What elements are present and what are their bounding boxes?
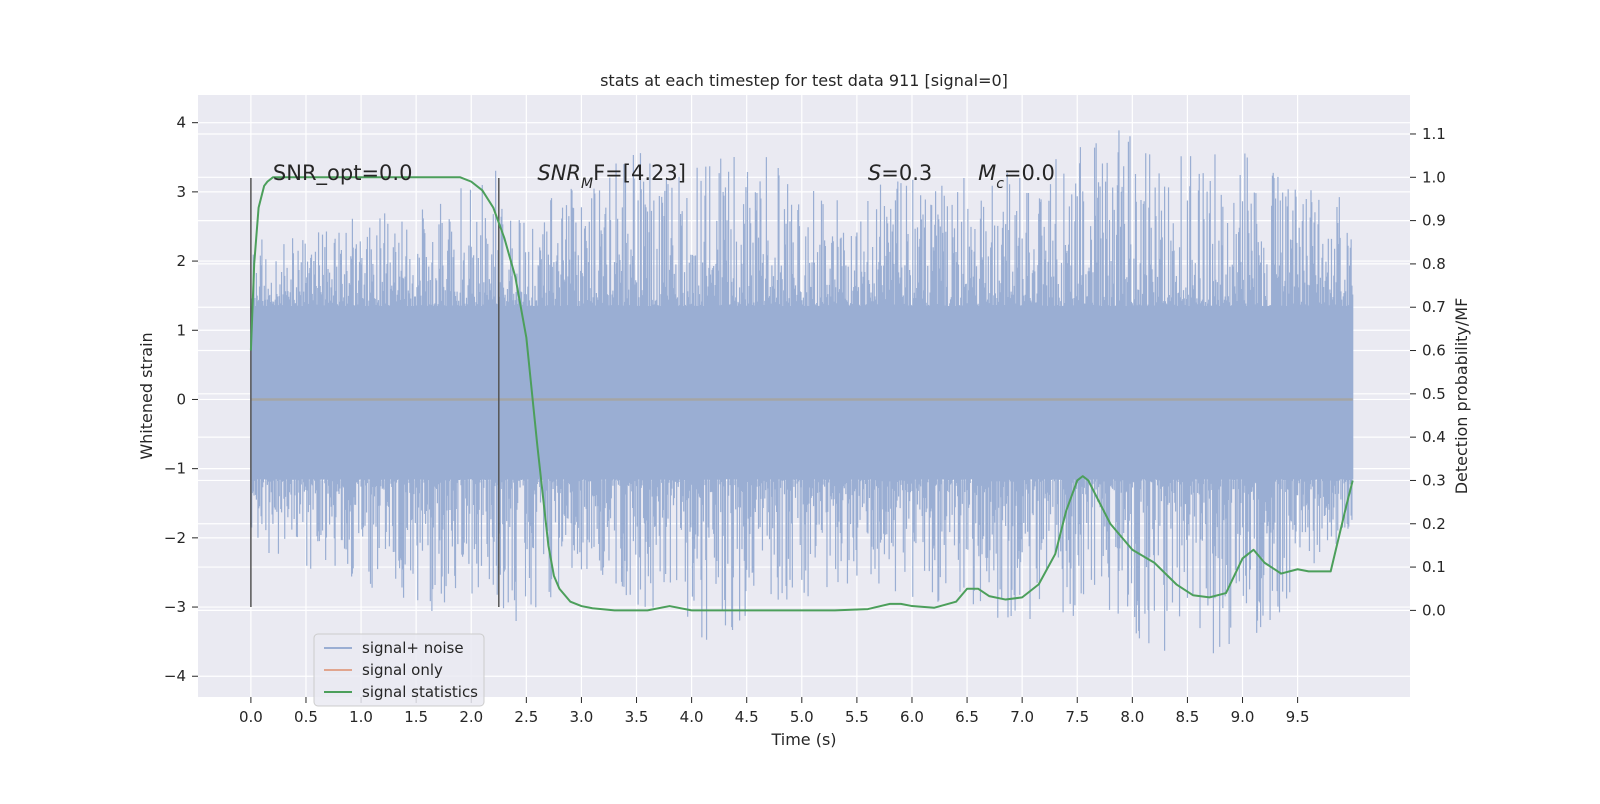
y-left-tick-label: 4 [176,114,186,132]
annotation-italic: SNR [537,161,581,185]
x-tick-label: 1.5 [404,708,428,726]
y-left-tick-label: 1 [176,321,186,339]
annotation-text: SNR_opt=0.0 [273,161,413,186]
y-left-tick-label: −3 [164,598,186,616]
y-right-tick-label: 0.6 [1422,342,1446,360]
signal-noise-series [250,130,1354,654]
annotation-italic: M [978,161,996,185]
x-tick-label: 7.5 [1065,708,1089,726]
y-right-axis-ticks: 0.0 0.1 0.2 0.3 0.4 0.5 0.6 0.7 0.8 0.9 1.0 1.1 [1410,125,1446,619]
x-tick-label: 4.5 [735,708,759,726]
x-tick-label: 3.0 [570,708,594,726]
annotation-text: SNRMF=[4.23] [537,161,686,192]
annotation-text: Mc=0.0 [978,161,1055,192]
x-tick-label: 6.0 [900,708,924,726]
x-tick-label: 2.0 [459,708,483,726]
x-tick-label: 4.0 [680,708,704,726]
annotation-text: S=0.3 [868,161,932,185]
y-right-axis-label: Detection probability/MF [1452,298,1471,495]
y-left-tick-label: 0 [176,390,186,408]
y-right-tick-label: 0.9 [1422,212,1446,230]
y-left-tick-label: −1 [164,460,186,478]
annotations: SNR_opt=0.0 SNRMF=[4.23] S=0.3 Mc=0.0 [273,161,1055,192]
x-tick-label: 2.5 [514,708,538,726]
x-tick-label: 3.5 [625,708,649,726]
legend-label: signal only [362,661,443,679]
annotation-italic: S [868,161,881,185]
x-tick-label: 5.5 [845,708,869,726]
x-tick-label: 1.0 [349,708,373,726]
y-left-tick-label: 2 [176,252,186,270]
annotation-post: =0.3 [881,161,932,185]
x-tick-label: 8.0 [1120,708,1144,726]
y-right-tick-label: 1.0 [1422,168,1446,186]
y-right-tick-label: 0.8 [1422,255,1446,273]
annotation-subscript: M [581,176,593,192]
y-right-tick-label: 0.7 [1422,298,1446,316]
y-right-tick-label: 0.2 [1422,515,1446,533]
y-left-tick-label: −4 [164,667,186,685]
signal-statistics-series [249,176,1354,612]
annotation-post: F=[4.23] [593,161,686,185]
y-right-tick-label: 0.5 [1422,385,1446,403]
x-tick-label: 6.5 [955,708,979,726]
x-tick-label: 9.0 [1231,708,1255,726]
y-right-tick-label: 0.4 [1422,428,1446,446]
annotation-post: =0.0 [1004,161,1055,185]
x-tick-label: 0.0 [239,708,263,726]
x-axis-label: Time (s) [770,730,836,749]
y-left-tick-label: −2 [164,529,186,547]
legend-label: signal+ noise [362,639,464,657]
y-left-axis-label: Whitened strain [137,332,156,459]
x-tick-label: 8.5 [1176,708,1200,726]
chart-title: stats at each timestep for test data 911… [600,71,1008,90]
x-tick-label: 7.0 [1010,708,1034,726]
y-right-tick-label: 0.3 [1422,471,1446,489]
y-left-axis-ticks: −4 −3 −2 −1 0 1 2 3 4 [164,114,198,685]
legend-box [313,633,485,707]
legend-label: signal statistics [362,683,478,701]
annotation-pre: SNR_opt=0.0 [273,161,413,186]
vertical-markers [250,178,500,608]
x-tick-label: 5.0 [790,708,814,726]
y-right-tick-label: 1.1 [1422,125,1446,143]
y-right-tick-label: 0.0 [1422,601,1446,619]
x-tick-label: 9.5 [1286,708,1310,726]
y-left-tick-label: 3 [176,183,186,201]
x-axis-ticks: 0.0 0.5 1.0 1.5 2.0 2.5 3.0 3.5 4.0 4.5 5.0 5.5 6.0 6… [239,697,1310,726]
annotation-subscript: c [996,176,1004,192]
legend: signal+ noise signal only signal statistic… [313,633,485,707]
x-tick-label: 0.5 [294,708,318,726]
y-right-tick-label: 0.1 [1422,558,1446,576]
signal-statistics-line [249,176,1354,612]
